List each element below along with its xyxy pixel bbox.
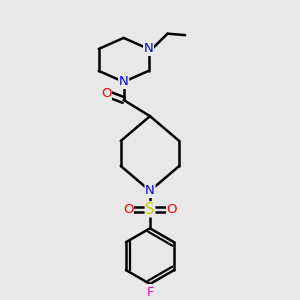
Text: O: O	[123, 203, 133, 216]
Text: N: N	[145, 184, 155, 197]
Text: N: N	[119, 75, 128, 88]
Text: N: N	[144, 42, 153, 56]
Text: O: O	[167, 203, 177, 216]
Text: O: O	[101, 87, 111, 100]
Text: S: S	[145, 202, 155, 217]
Text: F: F	[146, 286, 154, 299]
